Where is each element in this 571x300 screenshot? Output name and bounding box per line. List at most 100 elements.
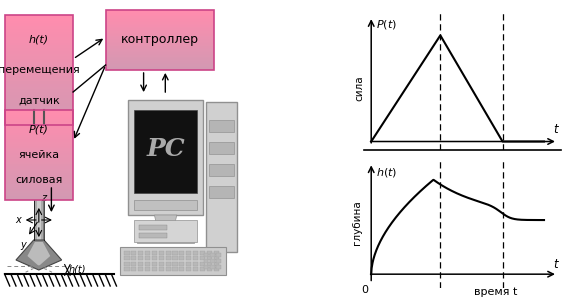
Bar: [200, 262, 205, 266]
Bar: [131, 267, 136, 271]
Text: z: z: [41, 193, 46, 203]
Bar: [193, 262, 198, 266]
Bar: [207, 250, 212, 254]
Bar: [128, 100, 203, 215]
Text: 0: 0: [361, 284, 368, 295]
Bar: [5, 109, 73, 111]
Bar: [216, 259, 221, 263]
Bar: [172, 262, 178, 266]
Bar: [5, 182, 73, 184]
Bar: [5, 103, 73, 106]
Text: $P(t)$: $P(t)$: [376, 18, 397, 32]
Bar: [179, 267, 184, 271]
Bar: [5, 23, 73, 26]
Bar: [106, 40, 214, 41]
Bar: [5, 56, 73, 59]
Bar: [193, 256, 198, 260]
Text: силовая: силовая: [15, 175, 62, 185]
Bar: [5, 51, 73, 53]
Bar: [166, 267, 171, 271]
Bar: [5, 111, 73, 114]
Bar: [5, 142, 73, 144]
Bar: [106, 35, 214, 37]
Text: датчик: датчик: [18, 96, 60, 106]
Bar: [214, 267, 219, 271]
Bar: [200, 267, 205, 271]
Bar: [106, 25, 214, 26]
Bar: [207, 256, 212, 260]
Text: время t: время t: [474, 287, 517, 297]
Bar: [209, 120, 234, 132]
Bar: [138, 256, 143, 260]
Bar: [106, 55, 214, 56]
Bar: [186, 267, 191, 271]
Bar: [134, 220, 197, 242]
Text: глубина: глубина: [352, 200, 363, 245]
Bar: [131, 262, 136, 266]
Bar: [5, 173, 73, 175]
Bar: [5, 40, 73, 43]
Text: перемещения: перемещения: [0, 65, 80, 75]
Bar: [106, 34, 214, 35]
Bar: [207, 262, 212, 266]
Bar: [106, 11, 214, 13]
Bar: [5, 169, 73, 171]
Bar: [210, 265, 215, 269]
Bar: [172, 256, 178, 260]
Bar: [206, 102, 237, 252]
Bar: [106, 46, 214, 47]
Bar: [5, 144, 73, 146]
Bar: [5, 130, 73, 133]
Bar: [5, 37, 73, 40]
Bar: [5, 15, 73, 18]
Bar: [138, 250, 143, 254]
Bar: [131, 256, 136, 260]
Bar: [5, 34, 73, 37]
Bar: [5, 59, 73, 62]
Text: PC: PC: [146, 137, 185, 161]
Bar: [5, 29, 73, 32]
Bar: [5, 151, 73, 153]
Bar: [106, 67, 214, 68]
Bar: [5, 86, 73, 89]
Bar: [159, 250, 164, 254]
Bar: [5, 73, 73, 76]
Bar: [159, 262, 164, 266]
Bar: [5, 110, 73, 200]
Bar: [209, 142, 234, 154]
Bar: [106, 49, 214, 50]
Bar: [5, 146, 73, 148]
Bar: [5, 117, 73, 119]
Bar: [106, 23, 214, 25]
Bar: [179, 250, 184, 254]
Bar: [5, 100, 73, 103]
Bar: [166, 262, 171, 266]
Bar: [179, 256, 184, 260]
Bar: [5, 84, 73, 86]
Bar: [5, 15, 73, 125]
Bar: [5, 128, 73, 130]
Bar: [138, 267, 143, 271]
Bar: [5, 119, 73, 122]
Bar: [207, 267, 212, 271]
Bar: [145, 262, 150, 266]
Bar: [5, 124, 73, 126]
Bar: [5, 26, 73, 29]
Bar: [5, 160, 73, 162]
Bar: [106, 53, 214, 55]
Bar: [134, 200, 197, 210]
Bar: [152, 267, 157, 271]
Bar: [5, 175, 73, 178]
Polygon shape: [16, 240, 62, 270]
Bar: [5, 95, 73, 98]
Bar: [5, 45, 73, 48]
Bar: [166, 256, 171, 260]
Bar: [210, 259, 215, 263]
Text: $h(t)$: $h(t)$: [376, 166, 397, 179]
Bar: [5, 137, 73, 139]
Bar: [5, 148, 73, 151]
Bar: [210, 253, 215, 257]
Bar: [106, 58, 214, 59]
Bar: [5, 81, 73, 84]
Bar: [216, 265, 221, 269]
